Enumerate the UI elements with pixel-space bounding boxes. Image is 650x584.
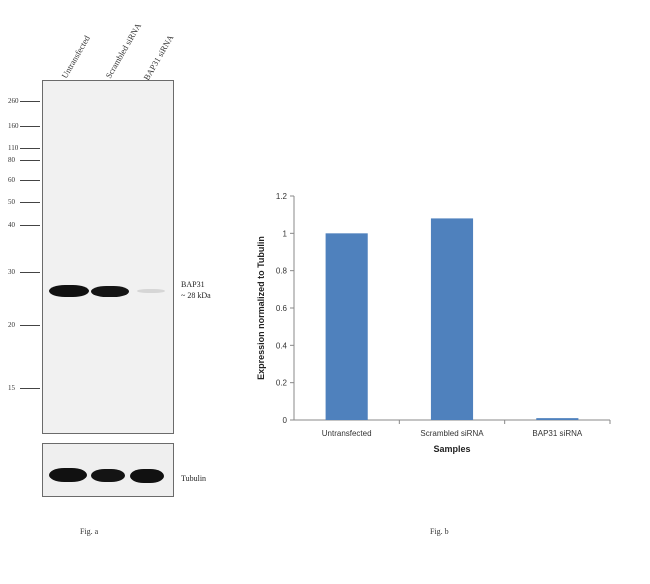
y-tick-label: 0.4 <box>276 341 288 350</box>
marker-tick <box>20 272 40 273</box>
marker-tick <box>20 180 40 181</box>
figure-a-caption: Fig. a <box>80 527 99 536</box>
bar-untransfected <box>325 233 368 420</box>
loading-control-label: Tubulin <box>181 474 207 483</box>
marker-tick <box>20 126 40 127</box>
marker-tick <box>20 101 40 102</box>
marker-tick <box>20 388 40 389</box>
band-label: BAP31 <box>181 280 205 289</box>
marker-label: 160 <box>8 122 19 130</box>
marker-label: 260 <box>8 97 19 105</box>
marker-tick <box>20 148 40 149</box>
marker-label: 80 <box>8 156 15 164</box>
band-scrambled-sirna <box>91 286 129 297</box>
bar-bap31-sirna <box>536 418 579 420</box>
marker-label: 30 <box>8 268 15 276</box>
bar-scrambled-sirna <box>430 218 474 420</box>
band-untransfected <box>49 285 89 297</box>
x-axis-title: Samples <box>433 444 470 454</box>
bap31-blot-panel <box>42 80 174 434</box>
figure-b-caption: Fig. b <box>430 527 449 536</box>
lane-label-scrambled-sirna: Scrambled siRNA <box>103 21 144 80</box>
bar-chart: 0 0.2 0.4 0.6 0.8 1 1.2 Untransfected Scrambled … <box>256 192 611 454</box>
y-tick-label: 1 <box>283 229 288 238</box>
marker-label: 110 <box>8 144 19 152</box>
lane-label-bap31-sirna: BAP31 siRNA <box>141 33 176 82</box>
y-tick-label: 0.8 <box>276 267 288 276</box>
marker-label: 50 <box>8 198 15 206</box>
marker-label: 40 <box>8 221 15 229</box>
marker-label: 20 <box>8 321 15 329</box>
x-tick-label: Untransfected <box>322 429 372 438</box>
y-tick-label: 1.2 <box>276 192 288 201</box>
y-tick-label: 0 <box>283 416 288 425</box>
marker-label: 15 <box>8 384 15 392</box>
x-tick-label: Scrambled siRNA <box>420 429 484 438</box>
western-blot-figure: Untransfected Scrambled siRNA BAP31 siRN… <box>0 0 230 584</box>
band-size-label: ~ 28 kDa <box>181 291 211 300</box>
lane-label-untransfected: Untransfected <box>59 33 92 80</box>
tubulin-band-bap31-sirna <box>130 469 164 483</box>
tubulin-band-untransfected <box>49 468 87 482</box>
y-tick-label: 0.6 <box>276 304 288 313</box>
marker-tick <box>20 202 40 203</box>
marker-label: 60 <box>8 176 15 184</box>
marker-tick <box>20 225 40 226</box>
tubulin-blot-panel <box>42 443 174 497</box>
marker-tick <box>20 325 40 326</box>
y-tick-label: 0.2 <box>276 379 288 388</box>
marker-tick <box>20 160 40 161</box>
y-axis-title: Expression normalized to Tubulin <box>256 236 266 380</box>
band-bap31-sirna <box>137 289 165 293</box>
tubulin-band-scrambled-sirna <box>91 469 125 482</box>
x-tick-label: BAP31 siRNA <box>532 429 582 438</box>
